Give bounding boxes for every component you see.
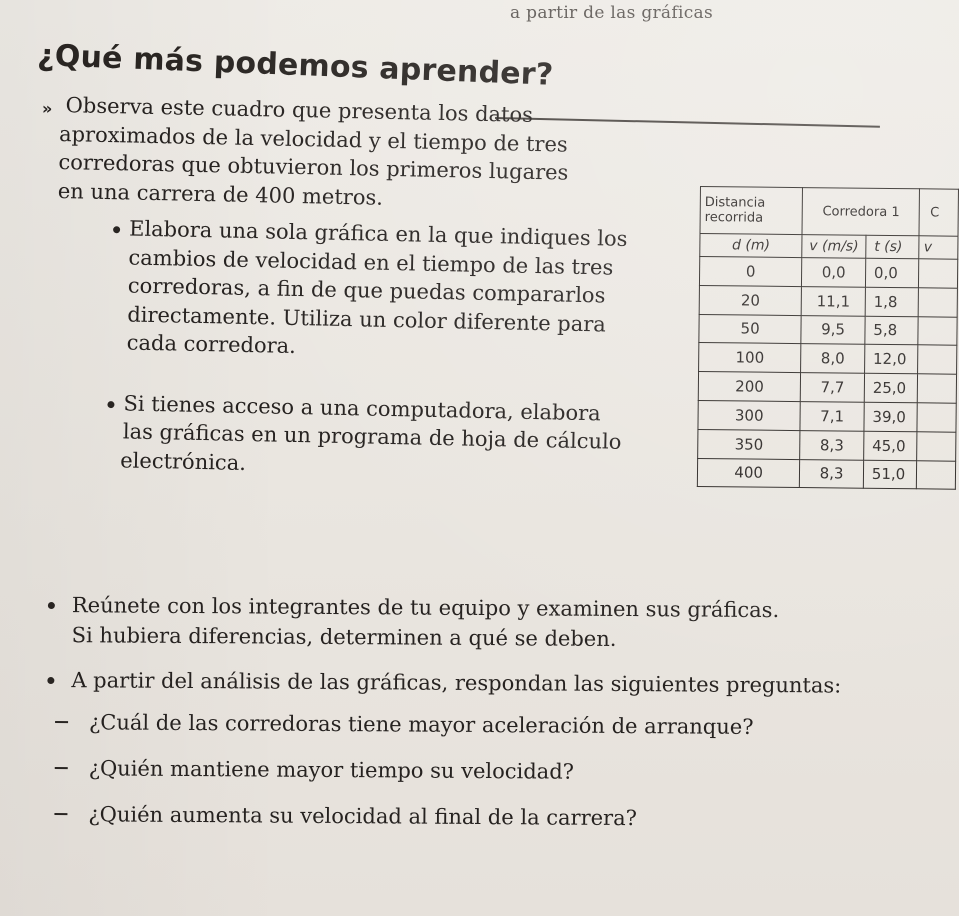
bullet-spreadsheet: Si tienes acceso a una computadora, elab…: [120, 389, 664, 486]
dash-marker: [55, 721, 69, 724]
table-row: 200 7,7 25,0: [698, 371, 957, 404]
runners-table: Distancia recorrida Corredora 1 C d (m) …: [697, 186, 959, 490]
header-runner-1: Corredora 1: [802, 187, 920, 236]
unit-velocity: v (m/s): [802, 234, 866, 259]
running-head: a partir de las gráficas: [510, 3, 713, 23]
question-item: ¿Cuál de las corredoras tiene mayor acel…: [47, 707, 952, 743]
bullet-analysis: A partir del análisis de las gráficas, r…: [47, 665, 952, 701]
unit-velocity-2: v: [919, 235, 958, 260]
unit-distance: d (m): [699, 233, 803, 258]
section-marker: »: [42, 99, 53, 118]
page-title: ¿Qué más podemos aprender?: [36, 38, 554, 93]
header-runner-2: C: [919, 188, 959, 237]
table-row: 350 8,3 45,0: [697, 429, 956, 461]
bullet-graph-instructions: Elabora una sola gráfica en la que indiq…: [126, 214, 667, 368]
dash-marker: [54, 767, 68, 770]
table-row: 50 9,5 5,8: [698, 314, 958, 346]
table-row: 400 8,3 51,0: [697, 458, 956, 490]
question-item: ¿Quién mantiene mayor tiempo su velocida…: [47, 753, 952, 789]
left-column: Observa este cuadro que presenta los dat…: [52, 91, 670, 486]
lower-section: Reúnete con los integrantes de tu equipo…: [46, 590, 953, 851]
bullet-line: Si hubiera diferencias, determinen a qué…: [71, 623, 617, 651]
table-row: 300 7,1 39,0: [697, 400, 957, 432]
table-row: 0 0,0 0,0: [699, 256, 958, 288]
table-row: 100 8,0 12,0: [698, 342, 957, 375]
table-row: 20 11,1 1,8: [699, 285, 958, 317]
header-distance: Distancia recorrida: [700, 186, 803, 235]
question-item: ¿Quién aumenta su velocidad al final de …: [46, 799, 951, 835]
bullet-team-review: Reúnete con los integrantes de tu equipo…: [48, 590, 953, 626]
unit-time: t (s): [865, 235, 920, 259]
dash-marker: [54, 813, 68, 816]
